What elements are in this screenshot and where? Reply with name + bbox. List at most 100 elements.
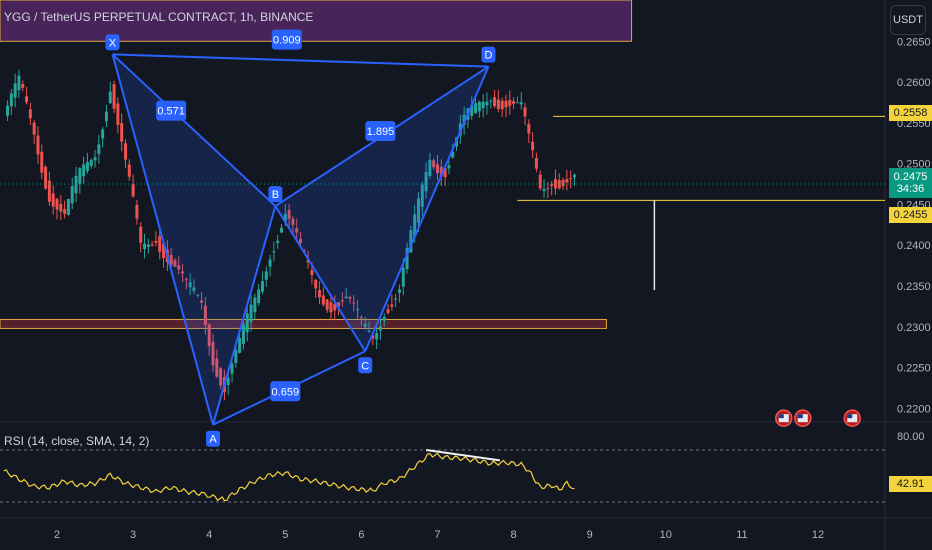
candle-body xyxy=(6,105,10,116)
pattern-ratio-label: 0.909 xyxy=(273,35,301,47)
level-price-tag-upper: 0.2558 xyxy=(889,105,932,121)
current-price-label: 0.2475 xyxy=(893,171,928,183)
candle-body xyxy=(66,198,70,215)
candle-body xyxy=(89,160,93,166)
candle-body xyxy=(9,93,13,107)
candle-body xyxy=(515,102,519,104)
candle-body xyxy=(215,358,219,377)
rsi-divergence-line[interactable] xyxy=(425,449,501,462)
countdown-label: 34:36 xyxy=(896,183,925,195)
candle-body xyxy=(55,198,59,210)
pattern-point-x-badge xyxy=(105,34,120,51)
time-axis-tick: 3 xyxy=(130,529,136,541)
support-zone-box[interactable] xyxy=(0,318,607,329)
price-axis-tick: 0.2300 xyxy=(897,322,931,334)
candle-body xyxy=(397,289,401,293)
candle-body xyxy=(21,83,25,88)
rsi-line xyxy=(3,452,575,502)
candle-body xyxy=(519,102,523,105)
candle-body xyxy=(500,100,504,110)
pattern-point-c-badge xyxy=(358,357,373,374)
candle-body xyxy=(416,198,420,223)
pattern-point-label: X xyxy=(109,37,117,49)
price-axis-tick: 0.2250 xyxy=(897,363,931,375)
candle-body xyxy=(318,290,322,298)
candle-body xyxy=(120,123,124,142)
candle-body xyxy=(291,218,295,225)
candle-body xyxy=(424,172,428,192)
candle-body xyxy=(196,294,200,296)
candle-body xyxy=(226,377,230,386)
candle-body xyxy=(428,159,432,177)
currency-button[interactable]: USDT xyxy=(890,5,926,35)
candle-body xyxy=(443,168,447,178)
price-axis-tick: 0.2350 xyxy=(897,281,931,293)
time-axis-tick: 10 xyxy=(660,529,672,541)
candle-body xyxy=(268,259,272,267)
candle-body xyxy=(348,296,352,299)
candle-body xyxy=(260,281,264,292)
candle-body xyxy=(13,83,17,98)
candle-body xyxy=(451,151,455,158)
time-axis-tick: 2 xyxy=(54,529,60,541)
flag-canton-icon xyxy=(797,414,803,419)
candle-body xyxy=(143,243,147,250)
pattern-ratio-badge xyxy=(270,381,301,402)
candle-body xyxy=(375,333,379,340)
candle-body xyxy=(78,167,82,185)
pattern-leg-xa xyxy=(111,54,214,425)
candle-body xyxy=(127,164,131,177)
candle-body xyxy=(131,184,135,197)
candle-body xyxy=(337,302,341,307)
candle-body xyxy=(447,165,451,169)
candle-body xyxy=(489,100,493,102)
candle-body xyxy=(310,269,314,276)
candle-body xyxy=(47,180,51,202)
candle-body xyxy=(279,227,283,233)
candle-body xyxy=(36,135,40,155)
candle-body xyxy=(276,240,280,243)
candle-body xyxy=(245,313,249,333)
candle-body xyxy=(394,298,398,300)
candle-body xyxy=(249,304,253,322)
pattern-triangle-bcd xyxy=(275,66,489,352)
candle-body xyxy=(188,282,192,288)
time-axis-tick: 8 xyxy=(511,529,517,541)
candle-body xyxy=(523,107,527,117)
pattern-ratio-badge xyxy=(156,100,187,121)
candle-body xyxy=(146,244,150,247)
candle-body xyxy=(51,193,55,207)
candle-body xyxy=(112,84,116,109)
pattern-point-label: C xyxy=(361,360,369,372)
candle-body xyxy=(25,96,29,103)
candle-body xyxy=(512,101,516,104)
candle-body xyxy=(386,309,390,314)
candle-body xyxy=(340,300,344,302)
candle-body xyxy=(474,103,478,114)
candle-body xyxy=(504,100,508,108)
current-price-tag: 0.2475 34:36 xyxy=(889,168,932,198)
candle-body xyxy=(63,209,67,214)
time-axis-tick: 6 xyxy=(358,529,364,541)
candle-body xyxy=(496,99,500,109)
rsi-indicator-label[interactable]: RSI (14, close, SMA, 14, 2) xyxy=(4,434,150,448)
pattern-point-label: B xyxy=(272,189,279,201)
rsi-value-tag: 42.91 xyxy=(889,476,932,492)
candle-body xyxy=(169,254,173,265)
supply-zone-box[interactable] xyxy=(0,0,633,42)
price-axis-tick: 0.2200 xyxy=(897,403,931,415)
candle-body xyxy=(82,164,86,177)
candle-body xyxy=(546,188,550,190)
candle-body xyxy=(40,151,44,173)
candle-body xyxy=(295,228,299,233)
candle-body xyxy=(477,101,481,112)
candle-body xyxy=(219,368,223,386)
pattern-point-label: D xyxy=(485,50,493,62)
pattern-point-b-badge xyxy=(268,186,283,203)
pattern-ratio-badge xyxy=(365,121,396,142)
candle-body xyxy=(405,247,409,270)
candle-body xyxy=(272,251,276,253)
time-axis-tick: 12 xyxy=(812,529,824,541)
